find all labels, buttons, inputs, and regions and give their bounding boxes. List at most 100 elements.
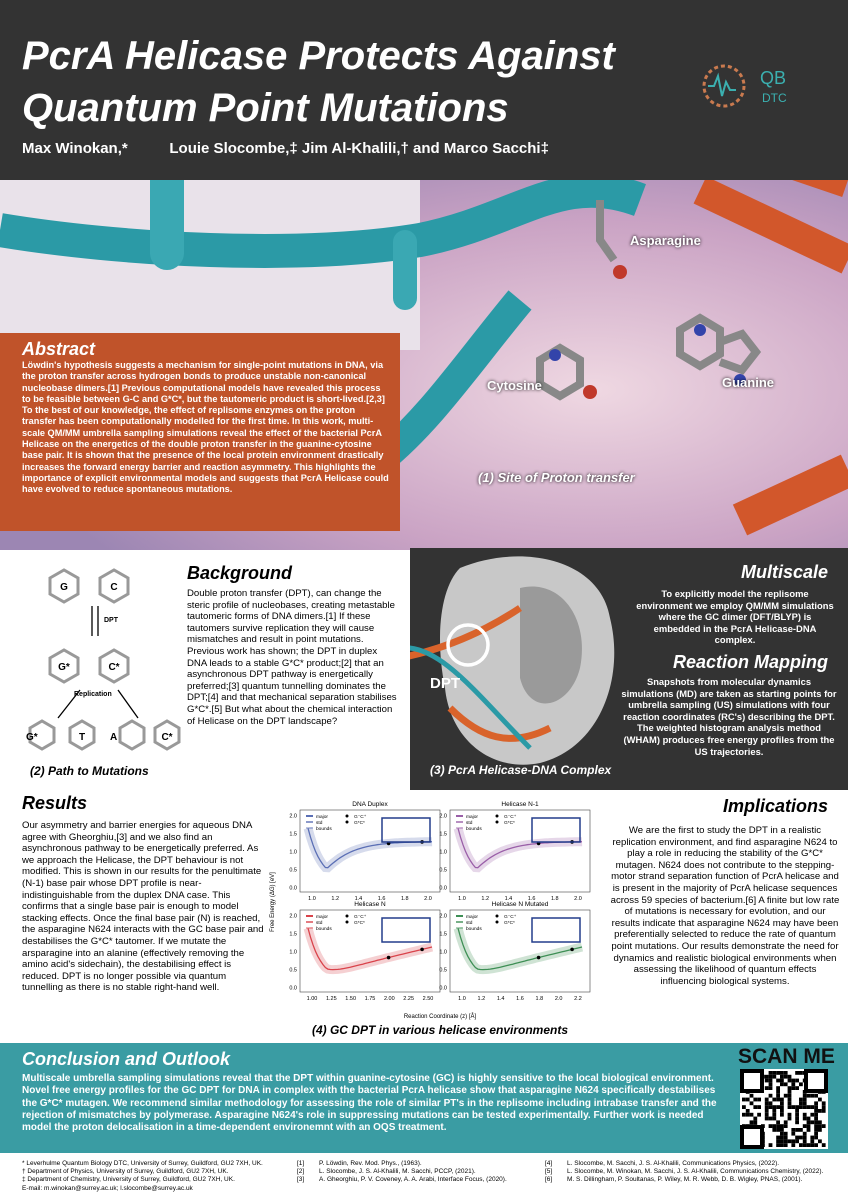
- plot-frame: [449, 809, 591, 893]
- qr-module: [768, 1074, 773, 1079]
- qr-module: [776, 1120, 780, 1125]
- qr-module: [791, 1105, 796, 1109]
- qr-module: [818, 1128, 822, 1132]
- affiliation: E-mail: m.winokan@surrey.ac.uk; l.slocom…: [22, 1184, 193, 1192]
- y-tick-label: 2.0: [439, 913, 447, 919]
- x-tick-label: 1.4: [497, 996, 505, 1002]
- legend-key: [456, 927, 463, 929]
- legend-label: G*C*: [354, 820, 365, 826]
- legend-label: std: [316, 920, 323, 926]
- legend-key: [345, 920, 349, 924]
- qr-module: [780, 1109, 784, 1113]
- affiliations: * Leverhulme Quantum Biology DTC, Univer…: [22, 1160, 263, 1193]
- logo-text: DTC: [762, 91, 787, 105]
- qr-module: [806, 1120, 811, 1125]
- inset-schematic: [531, 817, 581, 843]
- qr-module: [780, 1097, 784, 1102]
- section-heading: Abstract: [22, 339, 96, 359]
- qr-module: [802, 1105, 807, 1109]
- qr-module: [776, 1105, 780, 1109]
- qr-module: [814, 1105, 818, 1109]
- qr-module: [810, 1093, 815, 1098]
- affiliation: † Department of Physics, University of S…: [22, 1168, 229, 1176]
- qr-module: [795, 1078, 799, 1083]
- qr-module: [780, 1131, 784, 1136]
- x-tick-label: 1.2: [481, 896, 489, 902]
- legend-key: [306, 927, 313, 929]
- qr-module: [772, 1071, 777, 1075]
- legend-key: [495, 814, 499, 818]
- affiliation: ‡ Department of Chemistry, University of…: [22, 1176, 235, 1184]
- y-tick-label: 1.0: [439, 849, 447, 855]
- qr-module: [780, 1074, 784, 1079]
- reference-number: [4]: [545, 1160, 553, 1167]
- profile-curve: [457, 928, 583, 971]
- qr-module: [780, 1124, 784, 1128]
- legend-key: [345, 914, 349, 918]
- qr-module: [783, 1131, 788, 1136]
- qr-module: [799, 1082, 803, 1087]
- y-tick-label: 0.5: [289, 867, 297, 873]
- qr-module: [814, 1128, 818, 1132]
- arrow-label: DPT: [104, 617, 119, 624]
- qr-module: [772, 1097, 777, 1102]
- methods-panel: DPT (3) PcrA Helicase-DNA Complex Multis…: [410, 548, 848, 790]
- qr-module: [745, 1109, 750, 1113]
- qr-module: [802, 1131, 807, 1136]
- qr-module: [791, 1086, 796, 1090]
- qr-module: [780, 1078, 784, 1083]
- qr-module: [791, 1131, 796, 1136]
- qr-module: [780, 1135, 784, 1140]
- qr-module: [787, 1078, 792, 1083]
- qr-module: [802, 1101, 807, 1106]
- qr-module: [787, 1112, 792, 1117]
- x-tick-label: 1.25: [326, 996, 337, 1002]
- qr-module: [802, 1135, 807, 1140]
- reference-number: [3]: [297, 1176, 305, 1184]
- figure-caption: (3) PcrA Helicase-DNA Complex: [430, 763, 612, 777]
- x-tick-label: 1.2: [331, 896, 339, 902]
- qr-module: [795, 1139, 799, 1144]
- qr-module: [818, 1109, 822, 1113]
- references: [1] P. Löwdin, Rev. Mod. Phys., (1963). [2…: [297, 1160, 507, 1185]
- qr-module: [768, 1143, 773, 1147]
- qr-module: [764, 1105, 769, 1109]
- qr-module: [821, 1105, 826, 1109]
- legend-label: bounds: [466, 926, 482, 932]
- qr-module: [799, 1071, 803, 1075]
- section-heading: Results: [22, 793, 88, 813]
- qr-module: [818, 1097, 822, 1102]
- qr-module: [776, 1135, 780, 1140]
- base-label: C: [110, 582, 117, 593]
- legend-key: [456, 921, 463, 923]
- qr-module: [787, 1139, 792, 1144]
- reference: [6] M. S. Dillingham, P. Soultanas, P. Wi…: [545, 1176, 823, 1184]
- qr-module: [802, 1116, 807, 1121]
- qr-module: [749, 1093, 754, 1098]
- abstract-panel: Abstract Löwdin's hypothesis suggests a …: [0, 333, 400, 531]
- section-text: Our asymmetry and barrier energies for a…: [22, 820, 264, 994]
- inset-schematic: [531, 917, 581, 943]
- qr-module: [753, 1120, 758, 1125]
- x-tick-label: 2.0: [424, 896, 432, 902]
- section-text: Snapshots from molecular dynamics simula…: [621, 676, 837, 757]
- qr-module: [742, 1112, 746, 1117]
- x-tick-label: 1.8: [536, 996, 544, 1002]
- legend-key: [345, 814, 349, 818]
- mutation-diagram: G C DPT G* C* Replication G* T A C* (2) …: [26, 568, 181, 778]
- reference-number: [1]: [297, 1160, 305, 1167]
- section-heading: Reaction Mapping: [672, 652, 828, 672]
- x-tick-label: 1.0: [308, 896, 316, 902]
- qr-module: [776, 1143, 780, 1147]
- qr-code[interactable]: [740, 1069, 828, 1149]
- legend-key: [306, 921, 313, 923]
- qr-module: [818, 1120, 822, 1125]
- qr-module: [783, 1139, 788, 1144]
- legend-label: G⁻C⁺: [504, 914, 517, 920]
- reference-text: L. Slocombe, J. S. Al-Khalili, M. Sacchi…: [319, 1168, 476, 1176]
- y-tick-label: 1.0: [439, 949, 447, 955]
- legend-key: [456, 915, 463, 917]
- y-tick-label: 0.5: [439, 967, 447, 973]
- qr-module: [795, 1120, 799, 1125]
- qr-module: [810, 1143, 815, 1147]
